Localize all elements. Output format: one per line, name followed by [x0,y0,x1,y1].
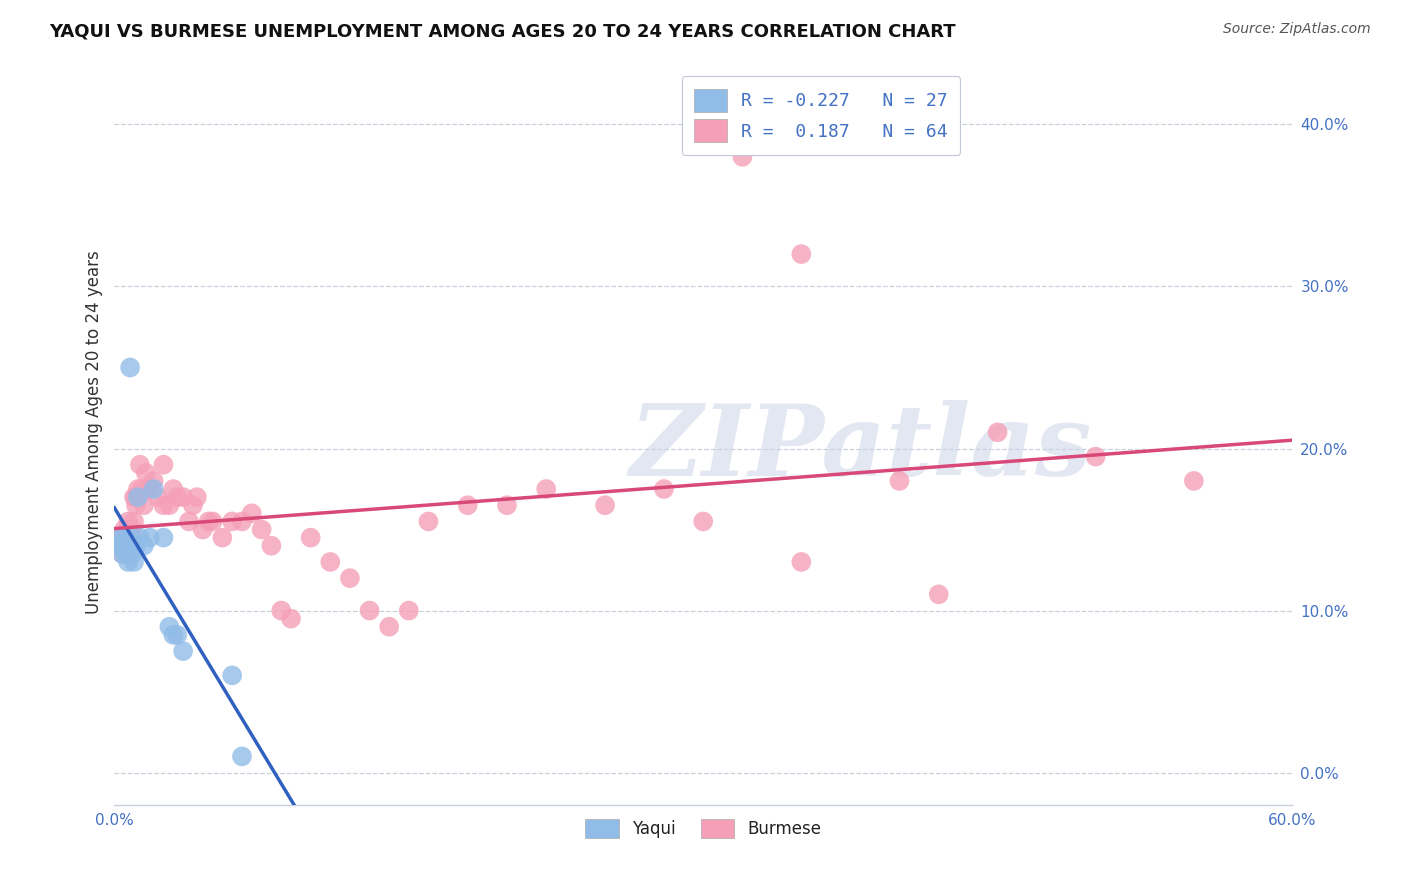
Point [112,539,135,553]
Point [142,482,165,496]
Point [177,515,200,529]
Point [146,490,169,504]
Point [231,749,253,764]
Point [152,498,174,512]
Point [211,531,233,545]
Point [197,515,219,529]
Point [115,539,138,553]
Point [115,539,138,553]
Y-axis label: Unemployment Among Ages 20 to 24 years: Unemployment Among Ages 20 to 24 years [86,251,103,615]
Point [122,539,145,553]
Point [117,531,139,545]
Point [418,515,440,529]
Point [260,539,283,553]
Point [135,466,157,480]
Point [107,539,129,553]
Point [129,458,152,472]
Point [534,482,557,496]
Point [112,523,135,537]
Point [191,523,214,537]
Point [157,498,180,512]
Point [120,360,142,375]
Point [111,547,134,561]
Point [181,498,204,512]
Point [152,531,174,545]
Point [166,490,188,504]
Point [221,515,243,529]
Legend: Yaqui, Burmese: Yaqui, Burmese [578,813,828,845]
Point [166,628,188,642]
Point [231,515,253,529]
Point [1182,474,1205,488]
Point [115,547,138,561]
Point [107,531,129,545]
Point [129,531,152,545]
Text: ZIPatlas: ZIPatlas [628,401,1091,497]
Point [131,482,153,496]
Point [122,515,145,529]
Point [122,490,145,504]
Point [172,490,194,504]
Point [157,620,180,634]
Point [138,482,160,496]
Point [127,482,149,496]
Point [378,620,401,634]
Point [299,531,322,545]
Point [987,425,1010,440]
Point [731,150,754,164]
Point [790,247,813,261]
Point [110,539,132,553]
Point [125,490,148,504]
Point [122,555,145,569]
Text: Source: ZipAtlas.com: Source: ZipAtlas.com [1223,22,1371,37]
Point [928,587,950,601]
Point [121,547,143,561]
Point [120,539,142,553]
Point [398,603,420,617]
Point [115,547,138,561]
Point [359,603,381,617]
Point [1084,450,1107,464]
Point [221,668,243,682]
Point [593,498,616,512]
Point [201,515,224,529]
Point [790,555,813,569]
Point [152,458,174,472]
Point [162,482,184,496]
Point [270,603,292,617]
Point [138,531,160,545]
Point [117,555,139,569]
Point [121,531,143,545]
Point [112,531,135,545]
Point [319,555,342,569]
Point [889,474,911,488]
Point [127,490,149,504]
Point [125,539,148,553]
Point [652,482,675,496]
Point [172,644,194,658]
Point [117,515,139,529]
Point [121,523,143,537]
Point [105,539,128,553]
Point [105,539,128,553]
Point [339,571,361,585]
Point [240,506,263,520]
Point [132,498,155,512]
Point [457,498,479,512]
Point [142,474,165,488]
Point [496,498,519,512]
Point [120,531,142,545]
Point [186,490,208,504]
Point [112,531,135,545]
Point [280,612,302,626]
Point [110,531,132,545]
Point [250,523,273,537]
Point [111,547,134,561]
Point [692,515,714,529]
Text: YAQUI VS BURMESE UNEMPLOYMENT AMONG AGES 20 TO 24 YEARS CORRELATION CHART: YAQUI VS BURMESE UNEMPLOYMENT AMONG AGES… [49,22,956,40]
Point [132,539,155,553]
Point [162,628,184,642]
Point [125,498,148,512]
